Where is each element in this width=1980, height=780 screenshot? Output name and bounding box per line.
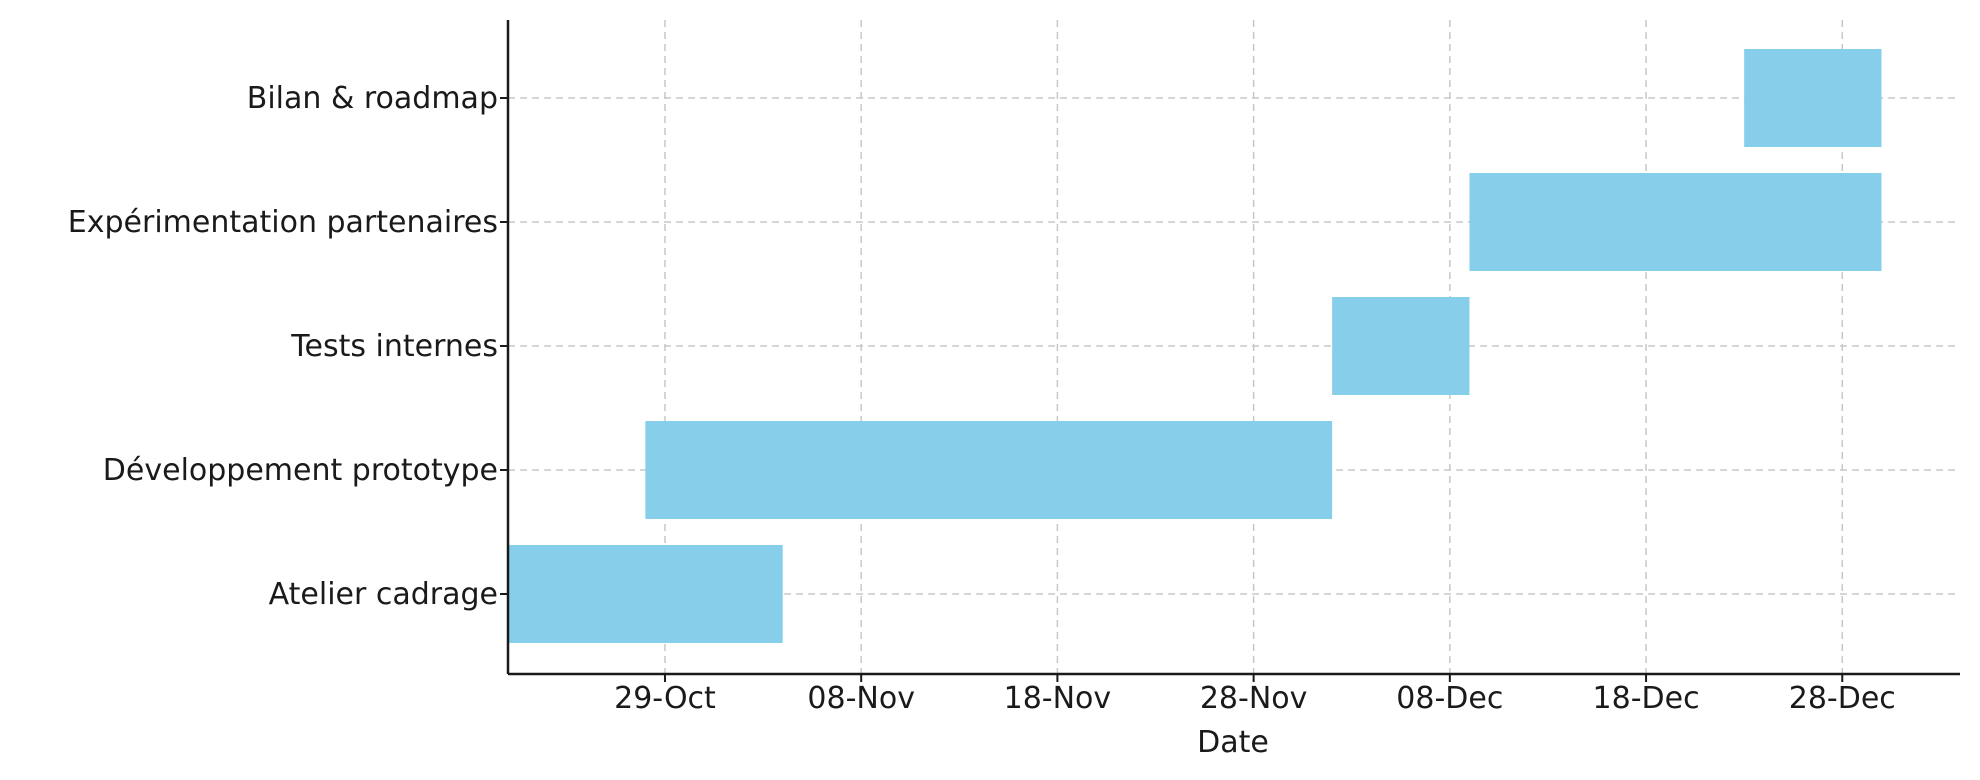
task-bar [1332,297,1470,395]
x-tick-label: 08-Nov [807,681,915,716]
tick-layer: 29-Oct 08-Nov 18-Nov 28-Nov 08-Dec 18-Dec 28-D… [500,97,1896,716]
task-bar [645,421,1333,519]
x-tick-label: 18-Nov [1004,681,1112,716]
x-tick-label: 28-Nov [1200,681,1308,716]
task-label: Développement prototype [103,453,498,488]
task-label: Tests internes [290,329,498,364]
task-label: Expérimentation partenaires [68,205,498,240]
x-tick-label: 08-Dec [1396,681,1503,716]
task-label: Atelier cadrage [269,577,498,612]
bar-layer [508,49,1882,643]
label-layer: Atelier cadrage Développement prototype Te… [68,81,498,612]
task-bar [1469,173,1882,271]
task-label: Bilan & roadmap [247,81,498,116]
task-bar [508,545,783,643]
x-axis-title: Date [1197,725,1269,760]
x-tick-label: 29-Oct [614,681,716,716]
x-tick-label: 18-Dec [1593,681,1700,716]
task-bar [1744,49,1882,147]
x-tick-label: 28-Dec [1789,681,1896,716]
